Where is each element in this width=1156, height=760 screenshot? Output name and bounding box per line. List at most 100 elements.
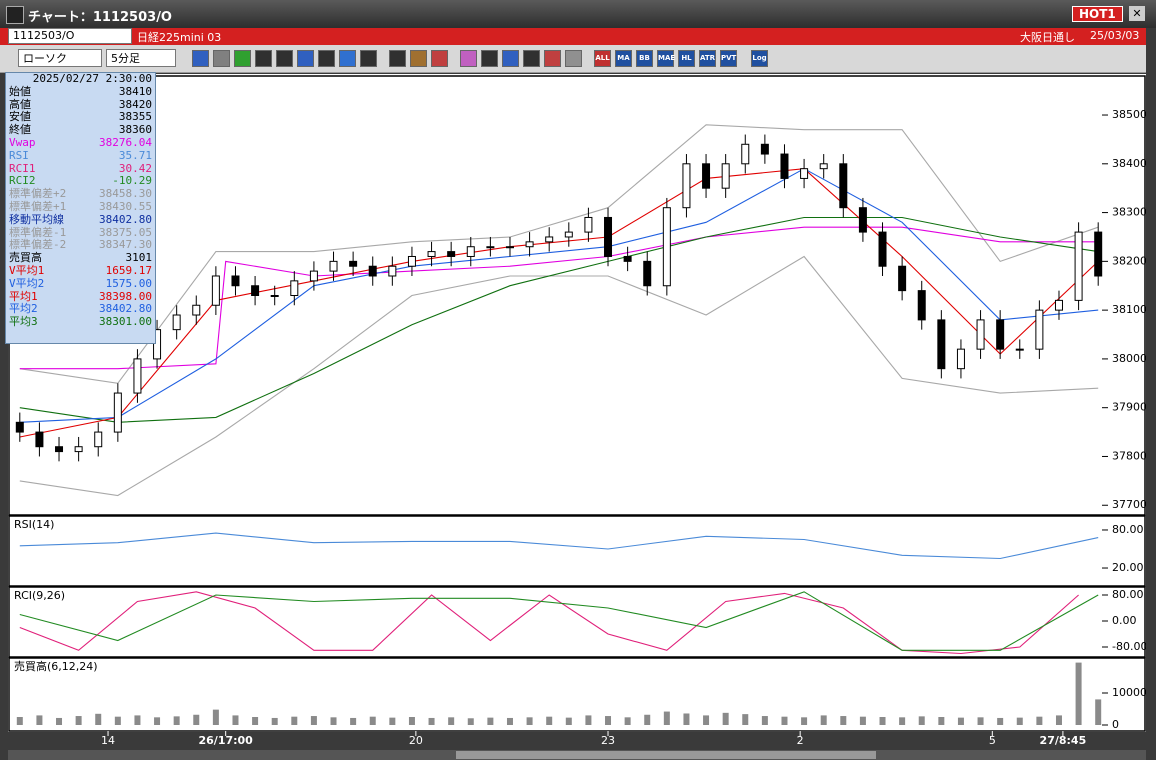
tool-icon[interactable]: [360, 50, 377, 67]
volume-bar: [1036, 716, 1043, 725]
candle-body: [800, 168, 809, 179]
chart-kind-select[interactable]: ローソク: [18, 49, 102, 67]
info-label: 標準偏差+2: [9, 187, 67, 201]
instrument: 日経225mini 03: [137, 31, 222, 44]
indicator-line: [19, 216, 1099, 423]
toolbar: ローソク 5分足 ALL MA BB MAE HL ATR PVT Log: [0, 45, 1146, 73]
info-row: 平均3 38301.00: [6, 315, 155, 329]
candle-body: [1054, 299, 1063, 311]
volume-bar: [75, 716, 82, 725]
tool-icon[interactable]: [192, 50, 209, 67]
tool-icon[interactable]: [339, 50, 356, 67]
candle-body: [682, 163, 691, 209]
tool-button[interactable]: PVT: [720, 50, 737, 67]
candle-body: [760, 143, 769, 155]
candle-body: [1035, 309, 1044, 350]
candle-body: [917, 290, 926, 321]
tool-icon[interactable]: [502, 50, 519, 67]
app-icon: [6, 6, 24, 24]
info-row: 始値 38410: [6, 84, 155, 99]
volume-bar: [605, 716, 612, 725]
y-tick-label: 38100: [1112, 303, 1146, 316]
tool-icon[interactable]: [431, 50, 448, 67]
tool-button[interactable]: ALL: [594, 50, 611, 67]
x-tick-label: 14: [101, 734, 115, 747]
info-value: 38402.80: [99, 212, 152, 226]
tool-icon[interactable]: [565, 50, 582, 67]
y-tick-label: 10000: [1112, 686, 1146, 699]
volume-bar: [918, 716, 925, 725]
tool-icon[interactable]: [389, 50, 406, 67]
info-label: 平均2: [9, 302, 38, 316]
close-button[interactable]: ✕: [1129, 6, 1145, 21]
volume-bar: [546, 716, 553, 725]
candle-body: [368, 265, 377, 277]
volume-bar: [977, 717, 984, 725]
candle-body: [407, 255, 416, 267]
tool-icon[interactable]: [544, 50, 561, 67]
volume-bar: [703, 715, 710, 725]
tool-icon[interactable]: [276, 50, 293, 67]
indicator-line: [19, 532, 1099, 560]
tool-icon[interactable]: [255, 50, 272, 67]
tool-button[interactable]: BB: [636, 50, 653, 67]
indicator-line: [19, 255, 1099, 497]
volume-bar: [487, 717, 494, 725]
candle-body: [329, 260, 338, 272]
info-label: 移動平均線: [9, 212, 64, 226]
volume-bar: [1055, 715, 1062, 725]
tool-icon[interactable]: [213, 50, 230, 67]
tool-button[interactable]: HL: [678, 50, 695, 67]
candle-body: [741, 143, 750, 165]
info-value: 1659.17: [105, 263, 152, 277]
panel-border: [8, 657, 1146, 732]
symbol-input[interactable]: 1112503/O: [8, 28, 132, 44]
x-tick-label: 27/8:45: [1040, 734, 1087, 747]
y-tick-label: 80.00: [1112, 588, 1144, 601]
info-value: 38360: [118, 123, 152, 137]
info-value: 38410: [118, 84, 152, 98]
tool-button[interactable]: MAE: [657, 50, 675, 67]
candle-body: [996, 319, 1005, 350]
info-row: 標準偏差+2 38458.30: [6, 187, 155, 201]
candle-body: [937, 319, 946, 370]
candle-body: [525, 241, 534, 248]
candle-body: [388, 265, 397, 277]
tool-icon[interactable]: [481, 50, 498, 67]
info-label: V平均1: [9, 263, 45, 277]
info-label: Vwap: [9, 135, 36, 149]
volume-bar: [389, 717, 396, 725]
info-row: 平均2 38402.80: [6, 302, 155, 316]
candle-body: [898, 265, 907, 292]
candle-body: [623, 255, 632, 262]
volume-bar: [1095, 699, 1102, 725]
tool-icon[interactable]: [523, 50, 540, 67]
volume-bar: [193, 714, 200, 725]
tool-icon[interactable]: [460, 50, 477, 67]
info-label: RSI: [9, 148, 29, 162]
panel-title: RCI(9,26): [14, 589, 65, 602]
tool-icon[interactable]: [234, 50, 251, 67]
volume-bar: [95, 713, 102, 725]
candle-body: [819, 163, 828, 170]
info-value: 38301.00: [99, 315, 152, 329]
title-bar: チャート：1112503/O HOT1 ✕: [0, 0, 1156, 28]
info-label: 売買高: [9, 251, 42, 265]
interval-select[interactable]: 5分足: [106, 49, 176, 67]
candle-body: [94, 431, 103, 448]
tool-button[interactable]: MA: [615, 50, 632, 67]
candle-body: [290, 280, 299, 297]
volume-bar: [1016, 717, 1023, 725]
tool-button[interactable]: ATR: [699, 50, 716, 67]
candle-body: [584, 216, 593, 233]
candle-body: [251, 285, 260, 297]
tool-icon[interactable]: [318, 50, 335, 67]
tool-icon[interactable]: [410, 50, 427, 67]
y-tick-label: 0.00: [1112, 614, 1137, 627]
info-row: 安値 38355: [6, 110, 155, 124]
tool-icon[interactable]: [297, 50, 314, 67]
info-value: 35.71: [118, 148, 152, 162]
tool-button[interactable]: Log: [751, 50, 768, 67]
hot-badge[interactable]: HOT1: [1072, 6, 1123, 22]
info-value: 38347.30: [99, 238, 152, 252]
